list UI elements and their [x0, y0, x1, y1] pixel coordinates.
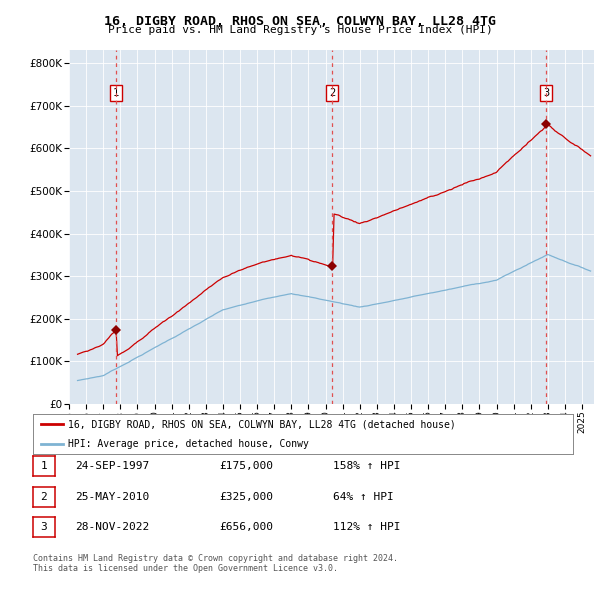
- Text: HPI: Average price, detached house, Conwy: HPI: Average price, detached house, Conw…: [68, 440, 309, 449]
- Text: 1: 1: [113, 88, 119, 97]
- Text: £325,000: £325,000: [219, 492, 273, 502]
- Text: 16, DIGBY ROAD, RHOS ON SEA, COLWYN BAY, LL28 4TG (detached house): 16, DIGBY ROAD, RHOS ON SEA, COLWYN BAY,…: [68, 419, 456, 429]
- Text: 112% ↑ HPI: 112% ↑ HPI: [333, 523, 401, 532]
- Text: 3: 3: [40, 523, 47, 532]
- Text: 3: 3: [543, 88, 550, 97]
- Text: £656,000: £656,000: [219, 523, 273, 532]
- Text: 24-SEP-1997: 24-SEP-1997: [75, 461, 149, 471]
- Text: 158% ↑ HPI: 158% ↑ HPI: [333, 461, 401, 471]
- Text: 16, DIGBY ROAD, RHOS ON SEA, COLWYN BAY, LL28 4TG: 16, DIGBY ROAD, RHOS ON SEA, COLWYN BAY,…: [104, 15, 496, 28]
- Text: 25-MAY-2010: 25-MAY-2010: [75, 492, 149, 502]
- Text: £175,000: £175,000: [219, 461, 273, 471]
- Text: Contains HM Land Registry data © Crown copyright and database right 2024.: Contains HM Land Registry data © Crown c…: [33, 555, 398, 563]
- Text: 2: 2: [40, 492, 47, 502]
- Text: 64% ↑ HPI: 64% ↑ HPI: [333, 492, 394, 502]
- Text: 2: 2: [329, 88, 335, 97]
- Text: 28-NOV-2022: 28-NOV-2022: [75, 523, 149, 532]
- Text: Price paid vs. HM Land Registry's House Price Index (HPI): Price paid vs. HM Land Registry's House …: [107, 25, 493, 35]
- Text: 1: 1: [40, 461, 47, 471]
- Text: This data is licensed under the Open Government Licence v3.0.: This data is licensed under the Open Gov…: [33, 565, 338, 573]
